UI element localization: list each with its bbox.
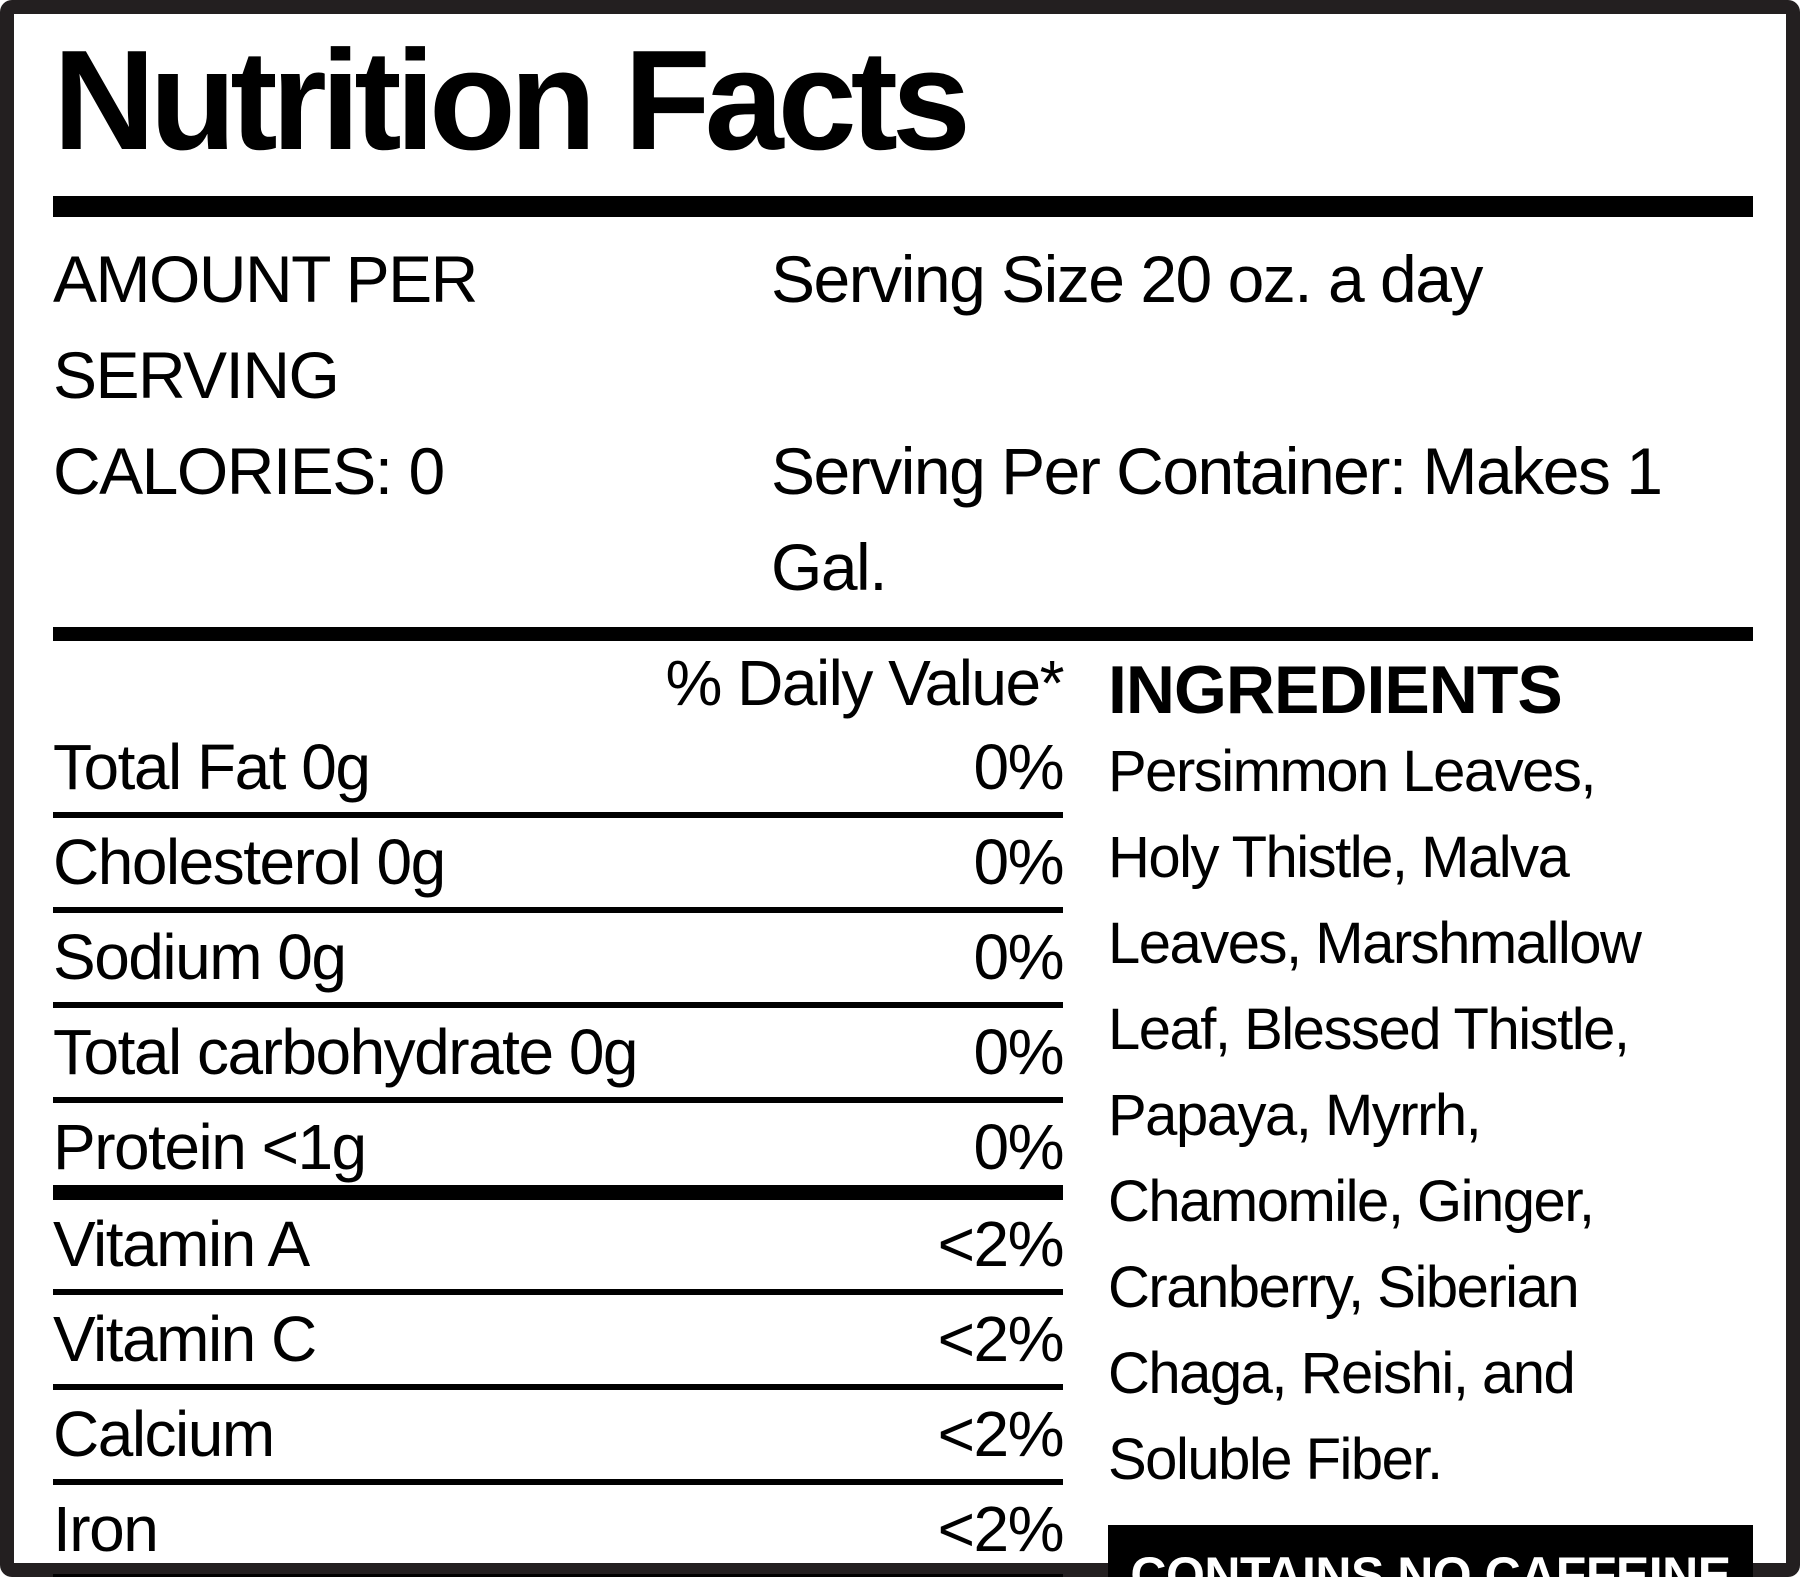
serving-divider-bar [53, 627, 1753, 641]
ingredients-header: INGREDIENTS [1108, 652, 1563, 728]
nutrient-daily-value: 0% [973, 921, 1065, 993]
ingredient-line: Leaves, Marshmallow [1108, 911, 1642, 976]
daily-value-header: % Daily Value* [665, 647, 1064, 719]
title-divider-bar [53, 196, 1753, 217]
nutrient-row: Protein <1g 0% [53, 1103, 1065, 1200]
nutrient-row: Total carbohydrate 0g 0% [53, 1008, 1065, 1103]
nutrient-daily-value: 0% [973, 731, 1065, 803]
nutrient-row: Iron <2% [53, 1485, 1065, 1577]
ingredient-line: Cranberry, Siberian [1108, 1255, 1580, 1320]
nutrient-daily-value: 0% [973, 1111, 1065, 1183]
nutrient-daily-value: <2% [937, 1208, 1065, 1280]
serving-info: AMOUNT PER SERVING Serving Size 20 oz. a… [53, 231, 1753, 615]
nutrient-name: Sodium 0g [53, 921, 347, 993]
ingredient-line: Holy Thistle, Malva [1108, 825, 1570, 890]
nutrient-row: Cholesterol 0g 0% [53, 818, 1065, 913]
ingredients-column: INGREDIENTS Persimmon Leaves, Holy Thistl… [1063, 641, 1753, 1577]
nutrient-name: Calcium [53, 1398, 275, 1470]
nutrient-name: Protein <1g [53, 1111, 367, 1183]
nutrient-daily-value: <2% [937, 1398, 1065, 1470]
calories-value: CALORIES: 0 [53, 434, 445, 508]
nutrient-daily-value: <2% [937, 1493, 1065, 1565]
no-caffeine-badge: CONTAINS NO CAFFEINE [1108, 1525, 1753, 1577]
ingredient-line: Chaga, Reishi, and [1108, 1341, 1576, 1406]
label-content: Nutrition Facts AMOUNT PER SERVING Servi… [53, 26, 1753, 1577]
ingredient-line: Soluble Fiber. [1108, 1427, 1443, 1492]
nutrient-row: Vitamin A <2% [53, 1200, 1065, 1295]
ingredient-line: Papaya, Myrrh, [1108, 1083, 1482, 1148]
nutrient-daily-value: 0% [973, 1016, 1065, 1088]
nutrient-name: Total carbohydrate 0g [53, 1016, 639, 1088]
amount-per-serving-label: AMOUNT PER SERVING [53, 242, 478, 412]
nutrient-name: Vitamin A [53, 1208, 310, 1280]
nutrient-name: Total Fat 0g [53, 731, 371, 803]
nutrient-table: Total Fat 0g 0% Cholesterol 0g 0% Sodium 0g 0… [53, 723, 1065, 1577]
serving-per-container-value: Serving Per Container: Makes 1 Gal. [771, 434, 1663, 604]
nutrient-daily-value: 0% [973, 826, 1065, 898]
nutrient-row: Vitamin C <2% [53, 1295, 1065, 1390]
ingredients-list: Persimmon Leaves, Holy Thistle, Malva Leav… [1108, 729, 1753, 1503]
ingredient-line: Chamomile, Ginger, [1108, 1169, 1595, 1234]
nutrient-name: Vitamin C [53, 1303, 317, 1375]
nutrient-row: Calcium <2% [53, 1390, 1065, 1485]
nutrient-row: Sodium 0g 0% [53, 913, 1065, 1008]
main-columns: % Daily Value* Total Fat 0g 0% Cholesterol… [53, 641, 1753, 1577]
serving-size-value: Serving Size 20 oz. a day [771, 242, 1483, 316]
nutrient-daily-value: <2% [937, 1303, 1065, 1375]
nutrient-name: Cholesterol 0g [53, 826, 446, 898]
nutrient-row: Total Fat 0g 0% [53, 723, 1065, 818]
ingredient-line: Leaf, Blessed Thistle, [1108, 997, 1630, 1062]
ingredient-line: Persimmon Leaves, [1108, 739, 1597, 804]
nutrient-column: % Daily Value* Total Fat 0g 0% Cholesterol… [53, 641, 1065, 1577]
nutrient-name: Iron [53, 1493, 159, 1565]
label-title: Nutrition Facts [53, 21, 971, 180]
